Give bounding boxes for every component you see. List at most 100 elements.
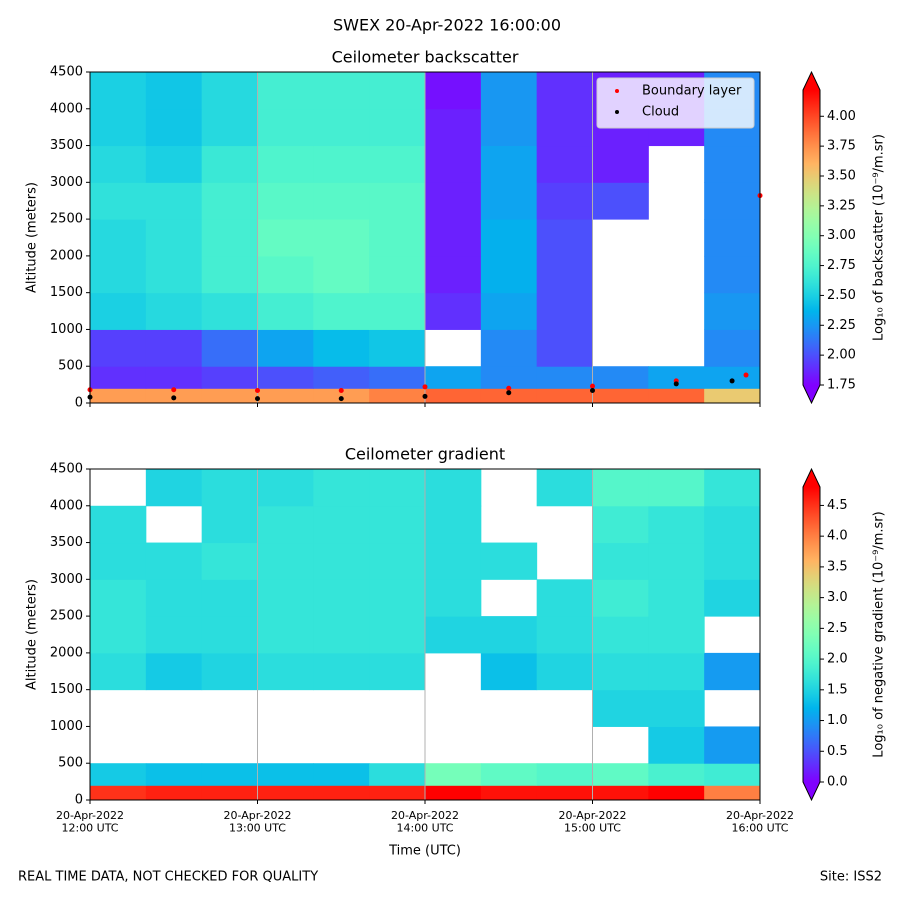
heatmap-cell [257,182,314,220]
heatmap-cell [536,72,593,110]
y-axis-label: Altitude (meters) [25,579,40,690]
series-point [729,378,735,384]
heatmap-cell [592,145,649,183]
heatmap-cell [480,329,538,367]
heatmap-cell [145,616,203,654]
colorbar-tick-label: 4.5 [827,498,848,513]
x-axis-label: Time (UTC) [388,844,461,859]
legend-box [596,77,755,129]
heatmap-cell [201,219,258,257]
colorbar-tick-label: 3.5 [827,559,848,574]
heatmap-cell [648,469,705,507]
heatmap-cell [145,469,203,507]
heatmap-cell [648,366,705,389]
heatmap-cell [704,388,761,404]
heatmap-cell [257,72,314,110]
heatmap-cell [90,616,147,654]
heatmap-cell [536,145,593,183]
heatmap-cell [425,542,482,580]
heatmap-cell [425,255,482,294]
heatmap-cell [592,542,649,580]
heatmap-cell [90,652,147,691]
heatmap-cell [480,292,538,330]
heatmap-cell [425,505,482,544]
y-tick-label: 3000 [50,572,83,587]
heatmap-cell [90,785,147,801]
heatmap-cell [704,255,761,294]
heatmap-cell [201,652,258,691]
series-point [171,387,177,393]
colorbar-tick-label: 0.0 [827,775,848,790]
colorbar-tick-label: 1.5 [827,682,848,697]
y-tick-label: 4000 [50,498,83,513]
heatmap-cell [704,469,761,507]
heatmap-cell [480,182,538,220]
colorbar-extend-max [803,469,820,487]
series-point [590,387,595,393]
heatmap-cell [369,469,426,507]
heatmap-cell [648,763,705,786]
x-tick-label: 20-Apr-2022 14:00 UTC [391,809,459,835]
heatmap-cell [369,329,426,367]
heatmap-cell [257,652,314,691]
heatmap-cell [425,182,482,220]
heatmap-cell [201,616,258,654]
y-tick-label: 4500 [50,65,83,80]
heatmap-cell [536,579,593,617]
heatmap-cell [480,255,538,294]
heatmap-cell [90,763,147,786]
heatmap-cell [145,366,203,389]
y-tick-label: 4000 [50,101,83,116]
x-tick-label: 20-Apr-2022 12:00 UTC [56,809,124,835]
heatmap-cell [369,255,426,294]
heatmap-cell [90,329,147,367]
heatmap-cell [90,145,147,183]
heatmap-cell [536,616,593,654]
colorbar-tick-label: 1.75 [827,378,856,393]
colorbar-tick-label: 3.00 [827,228,856,243]
heatmap-cell [592,763,649,786]
heatmap-cell [90,542,147,580]
footer-note: REAL TIME DATA, NOT CHECKED FOR QUALITY [18,870,318,885]
y-tick-label: 2500 [50,609,83,624]
x-tick-label: 20-Apr-2022 15:00 UTC [558,809,626,835]
heatmap-cell [90,219,147,257]
heatmap-cell [257,145,314,183]
heatmap-cell [313,72,370,110]
colorbar-extend-max [803,72,820,90]
heatmap-cell [145,255,203,294]
heatmap-cell [480,366,538,389]
heatmap-cell [313,763,370,786]
heatmap-cell [145,579,203,617]
heatmap-cell [201,145,258,183]
series-point [673,381,679,387]
heatmap-cell [201,255,258,294]
heatmap-cell [257,542,314,580]
legend-marker [615,110,619,114]
heatmap-cell [425,72,482,110]
heatmap-cell [201,785,258,801]
heatmap-cell [313,616,370,654]
heatmap-cell [313,785,370,801]
heatmap-cell [201,763,258,786]
heatmap-cell [313,388,370,404]
colorbar [803,90,820,385]
heatmap-cell [369,292,426,330]
heatmap-cell [369,219,426,257]
heatmap-cell [425,579,482,617]
heatmap-cell [592,616,649,654]
heatmap-cell [592,469,649,507]
heatmap-cell [369,145,426,183]
colorbar-extend-min [803,385,820,403]
x-tick-label: 20-Apr-2022 13:00 UTC [223,809,291,835]
heatmap-cell [145,219,203,257]
legend-label: Cloud [642,105,679,120]
heatmap-cell [704,505,761,544]
heatmap-cell [145,542,203,580]
heatmap-cell [257,329,314,367]
heatmap-cell [536,366,593,389]
series-point [506,385,512,391]
heatmap-cell [648,652,705,691]
series-point [338,396,344,402]
